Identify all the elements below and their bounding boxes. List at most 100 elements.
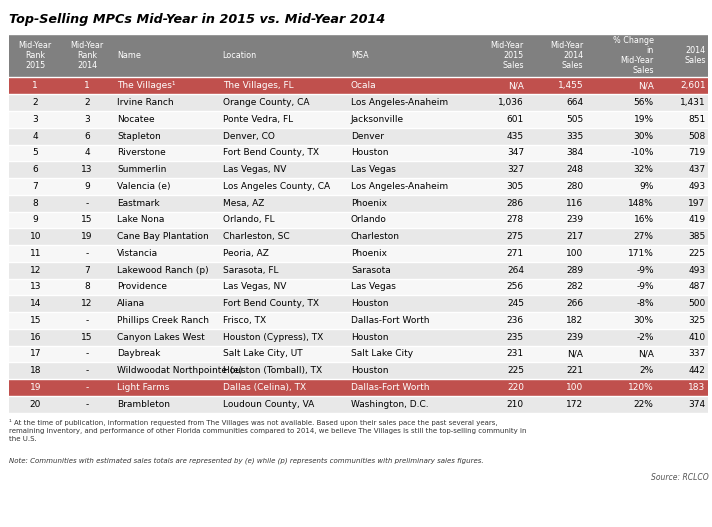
Text: 7: 7 <box>32 182 38 191</box>
Text: 282: 282 <box>567 282 583 291</box>
Text: Summerlin: Summerlin <box>117 165 167 174</box>
Bar <box>219 161 347 178</box>
Text: Frisco, TX: Frisco, TX <box>223 316 266 325</box>
Text: Vistancia: Vistancia <box>117 249 159 258</box>
Bar <box>586 128 656 144</box>
Text: 27%: 27% <box>634 232 654 241</box>
Text: 56%: 56% <box>634 98 654 107</box>
Bar <box>527 195 586 211</box>
Bar <box>656 111 708 128</box>
Text: 245: 245 <box>507 299 524 308</box>
Bar <box>61 346 113 363</box>
Bar <box>219 295 347 312</box>
Text: 256: 256 <box>507 282 524 291</box>
Bar <box>61 295 113 312</box>
Text: Denver, CO: Denver, CO <box>223 132 275 141</box>
Bar <box>347 312 467 329</box>
Text: 419: 419 <box>689 216 706 225</box>
Bar <box>656 161 708 178</box>
Bar <box>467 396 527 413</box>
Bar <box>527 77 586 94</box>
Text: 15: 15 <box>81 216 93 225</box>
Bar <box>113 329 219 346</box>
Bar <box>527 279 586 295</box>
Text: Charleston, SC: Charleston, SC <box>223 232 289 241</box>
Bar <box>9 94 61 111</box>
Bar <box>347 262 467 279</box>
Text: Providence: Providence <box>117 282 167 291</box>
Bar <box>467 195 527 211</box>
Bar <box>61 77 113 94</box>
Text: Fort Bend County, TX: Fort Bend County, TX <box>223 149 319 158</box>
Bar <box>467 94 527 111</box>
Text: -: - <box>85 383 89 392</box>
Bar <box>586 379 656 396</box>
Bar <box>9 396 61 413</box>
Text: 337: 337 <box>689 349 706 358</box>
Text: Salt Lake City, UT: Salt Lake City, UT <box>223 349 303 358</box>
Bar <box>113 161 219 178</box>
Bar <box>527 295 586 312</box>
Text: 442: 442 <box>689 366 706 375</box>
Text: 182: 182 <box>566 316 583 325</box>
Text: Mid-Year
2014
Sales: Mid-Year 2014 Sales <box>550 41 583 71</box>
Text: Loudoun County, VA: Loudoun County, VA <box>223 400 314 409</box>
Text: 327: 327 <box>507 165 524 174</box>
Text: 171%: 171% <box>628 249 654 258</box>
Bar <box>586 77 656 94</box>
Bar <box>113 94 219 111</box>
Text: Brambleton: Brambleton <box>117 400 170 409</box>
Bar <box>467 312 527 329</box>
Bar <box>61 228 113 245</box>
Bar <box>586 262 656 279</box>
Bar <box>113 195 219 211</box>
Text: -: - <box>85 249 89 258</box>
Bar <box>219 144 347 161</box>
Text: 2014
Sales: 2014 Sales <box>684 46 706 65</box>
Bar <box>347 94 467 111</box>
Text: 120%: 120% <box>628 383 654 392</box>
Text: 11: 11 <box>29 249 41 258</box>
Text: 18: 18 <box>29 366 41 375</box>
Text: 236: 236 <box>507 316 524 325</box>
Bar <box>61 396 113 413</box>
Text: 100: 100 <box>566 383 583 392</box>
Bar <box>347 144 467 161</box>
Bar <box>219 329 347 346</box>
Bar <box>527 128 586 144</box>
Bar <box>656 295 708 312</box>
Text: Riverstone: Riverstone <box>117 149 166 158</box>
Bar <box>219 77 347 94</box>
Bar <box>656 312 708 329</box>
Bar <box>61 363 113 379</box>
Text: 19%: 19% <box>634 115 654 124</box>
Bar <box>586 211 656 228</box>
Bar <box>219 94 347 111</box>
Text: 13: 13 <box>29 282 41 291</box>
Text: Lake Nona: Lake Nona <box>117 216 164 225</box>
Bar <box>347 161 467 178</box>
Bar <box>656 211 708 228</box>
Bar <box>656 279 708 295</box>
Bar <box>467 144 527 161</box>
Text: Peoria, AZ: Peoria, AZ <box>223 249 268 258</box>
Text: 410: 410 <box>689 333 706 341</box>
Text: Las Vegas, NV: Las Vegas, NV <box>223 165 286 174</box>
Bar <box>467 178 527 195</box>
Text: 15: 15 <box>29 316 41 325</box>
Text: Daybreak: Daybreak <box>117 349 161 358</box>
Bar <box>527 228 586 245</box>
Bar <box>9 77 61 94</box>
Text: Lakewood Ranch (p): Lakewood Ranch (p) <box>117 266 209 275</box>
Text: 221: 221 <box>567 366 583 375</box>
Bar <box>586 396 656 413</box>
Text: 435: 435 <box>507 132 524 141</box>
Text: Dallas-Fort Worth: Dallas-Fort Worth <box>351 316 429 325</box>
Text: Orlando, FL: Orlando, FL <box>223 216 274 225</box>
Bar <box>656 144 708 161</box>
Bar <box>219 346 347 363</box>
Bar <box>9 279 61 295</box>
Text: Light Farms: Light Farms <box>117 383 169 392</box>
Bar <box>527 363 586 379</box>
Text: 275: 275 <box>507 232 524 241</box>
